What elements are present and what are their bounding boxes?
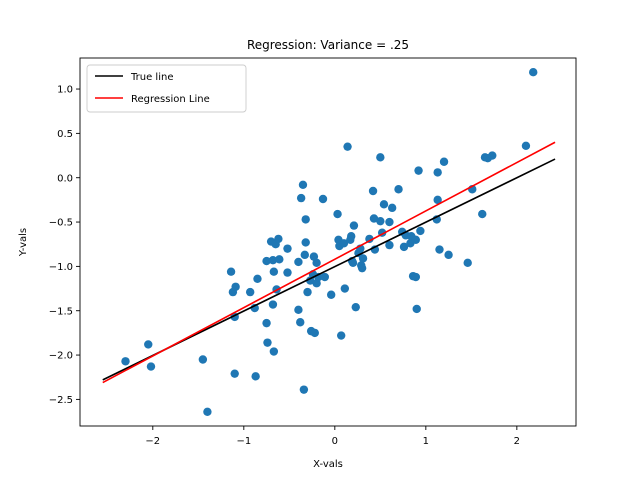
scatter-point (463, 258, 472, 268)
legend-box (86, 64, 247, 113)
scatter-point (253, 274, 262, 283)
series-line-regression-line (102, 141, 556, 384)
scatter-point (365, 234, 374, 244)
scatter-point (412, 304, 421, 314)
scatter-point (411, 272, 421, 282)
scatter-point (262, 256, 271, 266)
chart-title: Regression: Variance = .25 (247, 38, 409, 52)
axes-frame (79, 57, 577, 427)
scatter-point (349, 221, 359, 230)
legend-label: Regression Line (131, 94, 210, 105)
scatter-point (343, 142, 352, 151)
plot-area: −2 −1 0 1 2 −2.5 −2.0 −1.5 −1.0 −0.5 0.0 0.5 1.0 (49, 57, 577, 447)
scatter-point (283, 244, 292, 253)
scatter-point (269, 347, 279, 356)
scatter-point (268, 255, 278, 265)
y-tick-label: −2.5 (49, 395, 73, 406)
scatter-point (294, 257, 303, 267)
scatter-point (379, 200, 389, 209)
scatter-point (529, 67, 538, 77)
y-axis-title: Y-vals (18, 228, 29, 257)
scatter-point (144, 340, 153, 349)
scatter-point (226, 267, 236, 276)
legend-label: True line (130, 72, 173, 83)
scatter-point (340, 284, 350, 293)
y-tick-label: 0.0 (57, 173, 73, 184)
scatter-point (369, 214, 379, 223)
scatter-point (320, 272, 330, 282)
scatter-point (521, 141, 531, 150)
scatter-point (433, 168, 442, 177)
scatter-point (399, 242, 409, 252)
scatter-point (411, 235, 421, 244)
x-tick-label: −1 (236, 436, 251, 447)
scatter-point (387, 203, 397, 213)
scatter-point (312, 258, 321, 268)
scatter-point (245, 287, 255, 297)
scatter-point (274, 234, 283, 244)
scatter-point (488, 151, 497, 160)
scatter-point (416, 226, 425, 236)
scatter-point (376, 216, 385, 226)
scatter-point (326, 290, 336, 299)
scatter-point (283, 268, 292, 277)
y-tick-label: −0.5 (49, 218, 73, 229)
scatter-point (368, 186, 378, 196)
scatter-point (301, 238, 310, 247)
scatter-point (203, 407, 212, 417)
scatter-point (336, 331, 346, 340)
x-axis-title: X-vals (313, 459, 343, 470)
scatter-point (478, 209, 487, 219)
scatter-point (269, 267, 279, 276)
scatter-point (333, 209, 342, 219)
scatter-point (351, 302, 360, 312)
scatter-point (439, 157, 449, 166)
scatter-point (294, 305, 303, 315)
scatter-point (358, 254, 368, 263)
scatter-point (263, 338, 272, 347)
scatter-point (300, 250, 309, 260)
scatter-point (268, 300, 278, 309)
scatter-point (275, 255, 284, 264)
scatter-point (347, 232, 356, 241)
y-tick-label: 0.5 (57, 129, 73, 140)
y-tick-label: −2.0 (49, 351, 73, 362)
scatter-point (296, 318, 305, 327)
scatter-point (435, 245, 444, 254)
scatter-point (230, 369, 239, 378)
scatter-point (339, 239, 349, 248)
legend: True line Regression Line (86, 64, 247, 113)
scatter-point (385, 217, 394, 227)
scatter-point (262, 318, 271, 328)
y-tick-label: −1.5 (49, 306, 73, 317)
scatter-point (121, 357, 130, 366)
x-tick-label: 0 (332, 436, 338, 447)
scatter-point (357, 263, 367, 273)
scatter-point (146, 362, 156, 371)
scatter-point (348, 258, 358, 268)
scatter-point (303, 287, 312, 297)
y-tick-label: 1.0 (57, 85, 73, 96)
y-tick-label: −1.0 (49, 262, 73, 273)
scatter-point (231, 282, 240, 291)
scatter-point (385, 240, 394, 250)
scatter-point (414, 166, 423, 175)
scatter-point (298, 180, 308, 190)
x-tick-label: 2 (514, 436, 520, 447)
scatter-point (433, 195, 442, 205)
scatter-point (444, 250, 453, 260)
scatter-point (376, 153, 385, 162)
scatter-point (394, 185, 403, 194)
scatter-point (318, 194, 328, 204)
scatter-point (251, 372, 260, 381)
scatter-point (299, 385, 309, 394)
scatter-point (198, 355, 208, 364)
x-tick-label: 1 (423, 436, 429, 447)
scatter-point (296, 193, 306, 203)
scatter-point (310, 328, 320, 338)
scatter-point (301, 215, 310, 224)
x-tick-label: −2 (145, 436, 160, 447)
